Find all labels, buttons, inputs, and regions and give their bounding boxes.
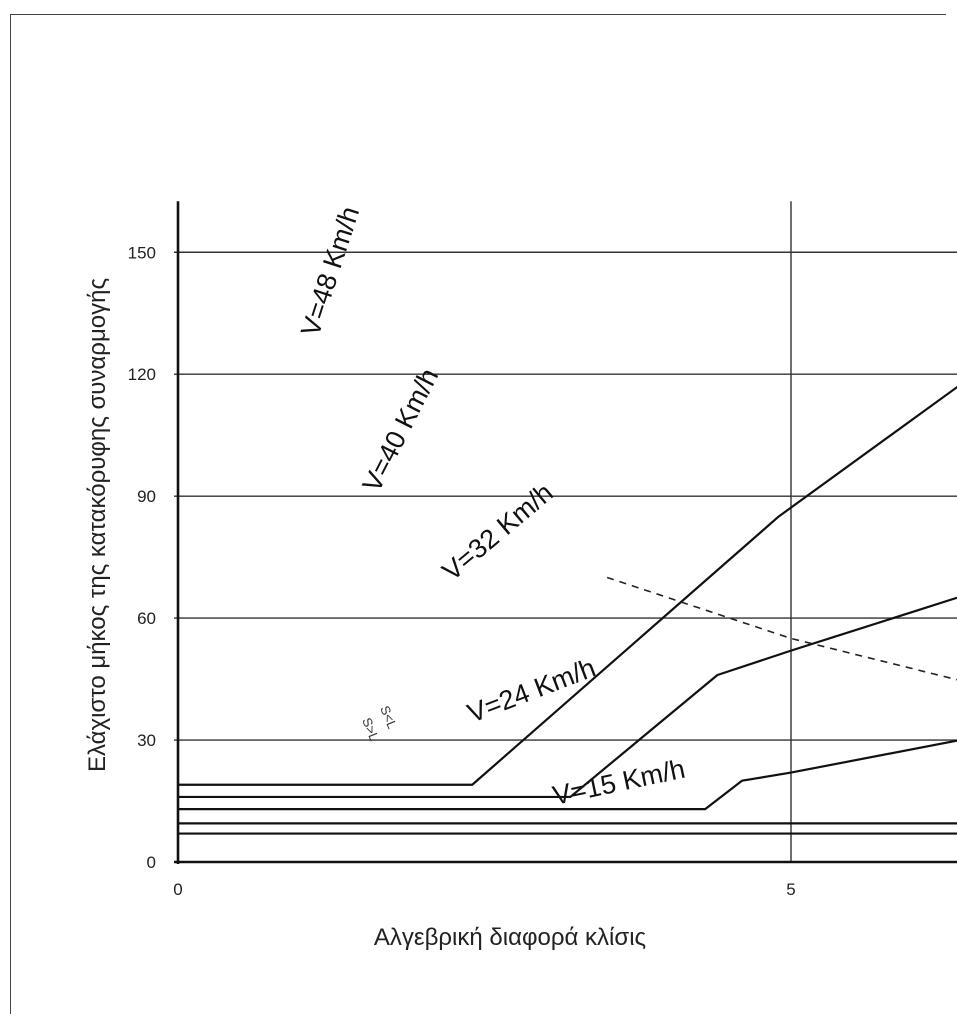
y-tick-label-0: 0 xyxy=(147,853,156,872)
series-label-2: V=32 Km/h xyxy=(437,477,559,586)
y-tick-label-4: 120 xyxy=(128,365,156,384)
y-tick-label-5: 150 xyxy=(128,243,156,262)
boundary-label-upper: S<L xyxy=(377,704,400,731)
series-line-1 xyxy=(178,596,957,799)
series-labels: V=48 Km/hV=40 Km/hV=32 Km/hV=24 Km/hV=15… xyxy=(295,203,687,811)
series-lines xyxy=(178,385,957,835)
y-tick-label-1: 30 xyxy=(137,731,156,750)
series-label-4: V=15 Km/h xyxy=(550,754,688,811)
series-line-0 xyxy=(178,385,957,786)
series-line-3 xyxy=(178,822,957,825)
x-axis-label: Αλγεβρική διαφορά κλίσις xyxy=(374,924,646,951)
boundary-label-lower: S>L xyxy=(359,716,382,743)
tick-labels: 05101520250306090120150 xyxy=(128,243,796,899)
y-tick-label-2: 60 xyxy=(137,609,156,628)
x-tick-label-0: 0 xyxy=(173,880,182,899)
series-line-2 xyxy=(178,739,957,811)
series-label-0: V=48 Km/h xyxy=(295,203,365,340)
y-tick-label-3: 90 xyxy=(137,487,156,506)
figure-frame xyxy=(10,14,946,1014)
series-label-1: V=40 Km/h xyxy=(357,363,445,496)
axes xyxy=(174,201,957,864)
grid xyxy=(174,201,957,862)
y-axis-label: Ελάχιστο μήκος της κατακόρυφης συναρμογή… xyxy=(84,278,111,772)
x-tick-label-1: 5 xyxy=(786,880,795,899)
